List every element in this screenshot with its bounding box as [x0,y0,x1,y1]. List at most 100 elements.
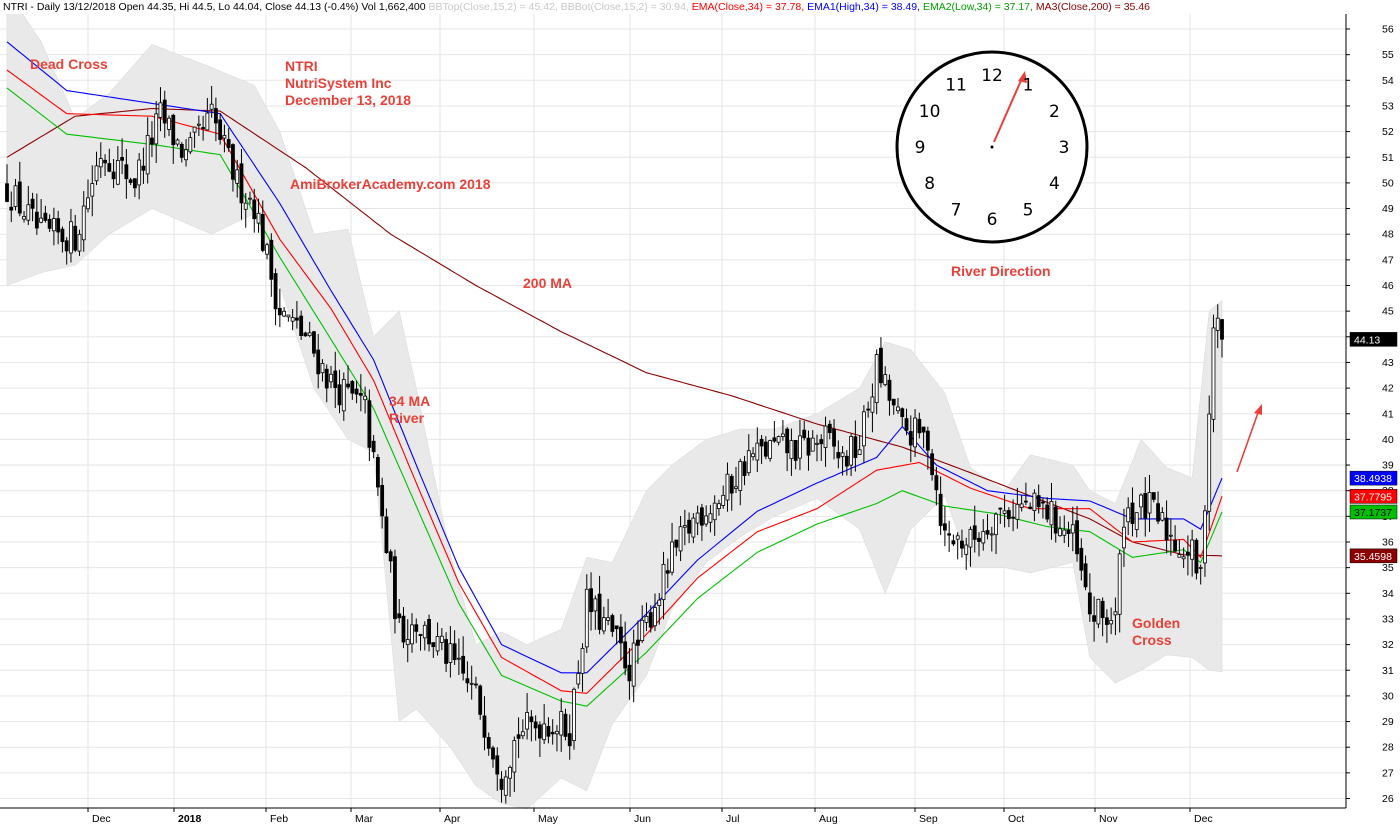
candle [1066,521,1071,548]
candle [1168,518,1173,556]
candle [789,428,794,476]
y-tick-label: 55 [1382,49,1394,61]
candle [427,614,431,652]
candle [955,532,960,560]
candle [1028,502,1033,510]
candle [64,237,69,265]
candle-body [86,197,90,210]
candle-body [1220,319,1224,340]
candle-body [1015,503,1020,520]
y-tick-label: 33 [1382,613,1394,625]
candle [1177,539,1182,558]
candle [324,364,329,403]
candle [665,558,670,589]
river-label-2: River [389,410,425,426]
candle-body [1160,512,1165,521]
ema-close-box: 37.7795 [1349,489,1398,504]
candle [226,127,231,152]
candle [815,434,819,462]
y-tick-label: 46 [1382,280,1394,292]
candle [827,420,832,440]
candle-body [354,388,359,395]
candle-body [763,441,768,457]
candle [618,614,623,661]
y-tick-label: 34 [1382,588,1394,600]
y-tick-label: 31 [1382,665,1394,677]
candle-body [43,212,48,221]
last-close-box: 44.13 [1349,332,1398,347]
candle [1096,598,1101,629]
candle-body [989,533,994,536]
candle [874,349,879,415]
candle [738,458,743,506]
candle-body [1092,615,1097,622]
candle [94,151,99,186]
candle [648,605,653,633]
candle [1190,529,1195,577]
candle [132,178,137,198]
candle-body [90,183,95,197]
candle [167,115,171,137]
candle [994,512,998,555]
candle [145,117,150,184]
candle-body [375,457,380,488]
candle [1194,538,1199,580]
site-label: AmiBrokerAcademy.com 2018 [290,176,491,192]
candle [277,288,282,328]
company-label: NutriSystem Inc [285,75,392,91]
candle-body [77,233,82,252]
candle [418,633,423,651]
header-ema1: EMA1(High,34) = 38.49, [807,1,921,13]
candle-body [938,493,943,526]
candle [904,408,909,436]
candle [793,440,798,470]
candle [128,177,133,186]
candle [435,622,440,656]
candle-body [448,643,453,663]
candle-body [678,526,683,552]
candle-body [299,315,304,336]
candle-body [789,440,794,459]
candle-body [482,715,487,738]
candle-body [499,778,504,790]
y-tick-label: 47 [1382,254,1394,266]
candle [1139,493,1143,520]
candle-body [508,766,512,779]
candle [290,309,295,331]
candle [410,613,414,653]
candle-body [593,598,598,612]
candle-body [380,485,385,517]
clock-number: 12 [981,66,1003,86]
y-tick-label: 26 [1382,793,1394,805]
candle-body [358,392,363,396]
candle [499,771,504,803]
candle [320,359,325,382]
candle [273,268,278,326]
candle [525,693,530,740]
ema-low-box: 37.1737 [1349,504,1398,520]
clock-number: 7 [951,200,962,220]
candle [759,435,764,464]
candle [529,710,534,742]
candle [938,476,943,536]
candle [734,466,738,494]
candle-body [9,206,14,211]
candle-body [670,541,674,573]
candle-body [418,634,423,636]
candle-body [657,599,662,606]
candle-body [644,615,649,623]
candle [47,214,52,232]
candle-body [977,537,981,542]
candle-body [1207,413,1212,512]
candle [682,509,687,546]
candle [725,462,730,512]
candle-body [734,486,738,489]
candle-body [699,507,704,526]
candle-body [721,494,726,506]
candle-body [265,244,269,255]
candle-body [738,461,743,491]
candle-body [1190,539,1195,560]
candle [896,397,900,414]
candle [154,101,159,163]
